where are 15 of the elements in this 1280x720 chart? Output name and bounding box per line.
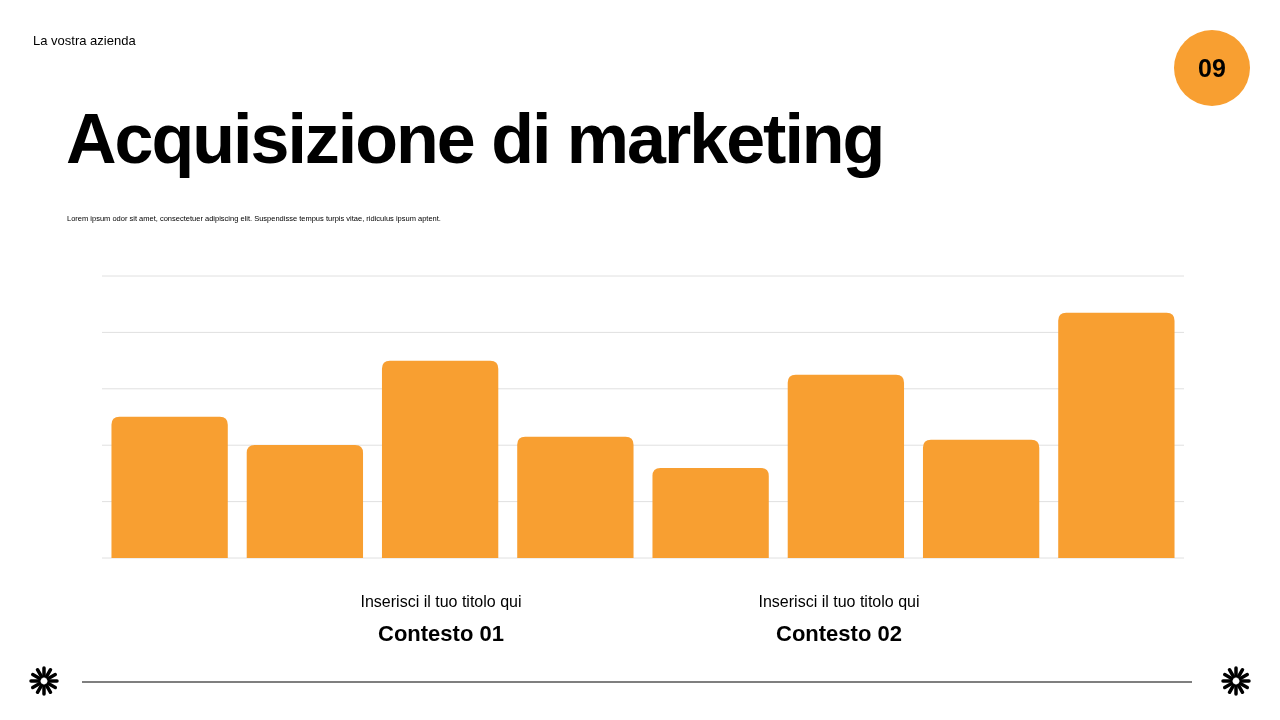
chart-title: Acquisizione di marketing bbox=[66, 100, 884, 178]
bar bbox=[517, 436, 634, 558]
text: Contesto 01 bbox=[378, 621, 504, 646]
text: 09 bbox=[1198, 54, 1226, 82]
bar bbox=[1058, 312, 1175, 558]
text: La vostra azienda bbox=[33, 33, 137, 48]
bar bbox=[787, 374, 905, 558]
text: Inserisci il tuo titolo qui bbox=[758, 593, 920, 610]
text: Inserisci il tuo titolo qui bbox=[360, 593, 522, 610]
bar bbox=[381, 360, 499, 558]
text: Contesto 02 bbox=[776, 621, 902, 646]
bar bbox=[922, 439, 1040, 558]
bar bbox=[246, 444, 364, 558]
bar bbox=[111, 416, 228, 558]
bar bbox=[652, 467, 769, 558]
